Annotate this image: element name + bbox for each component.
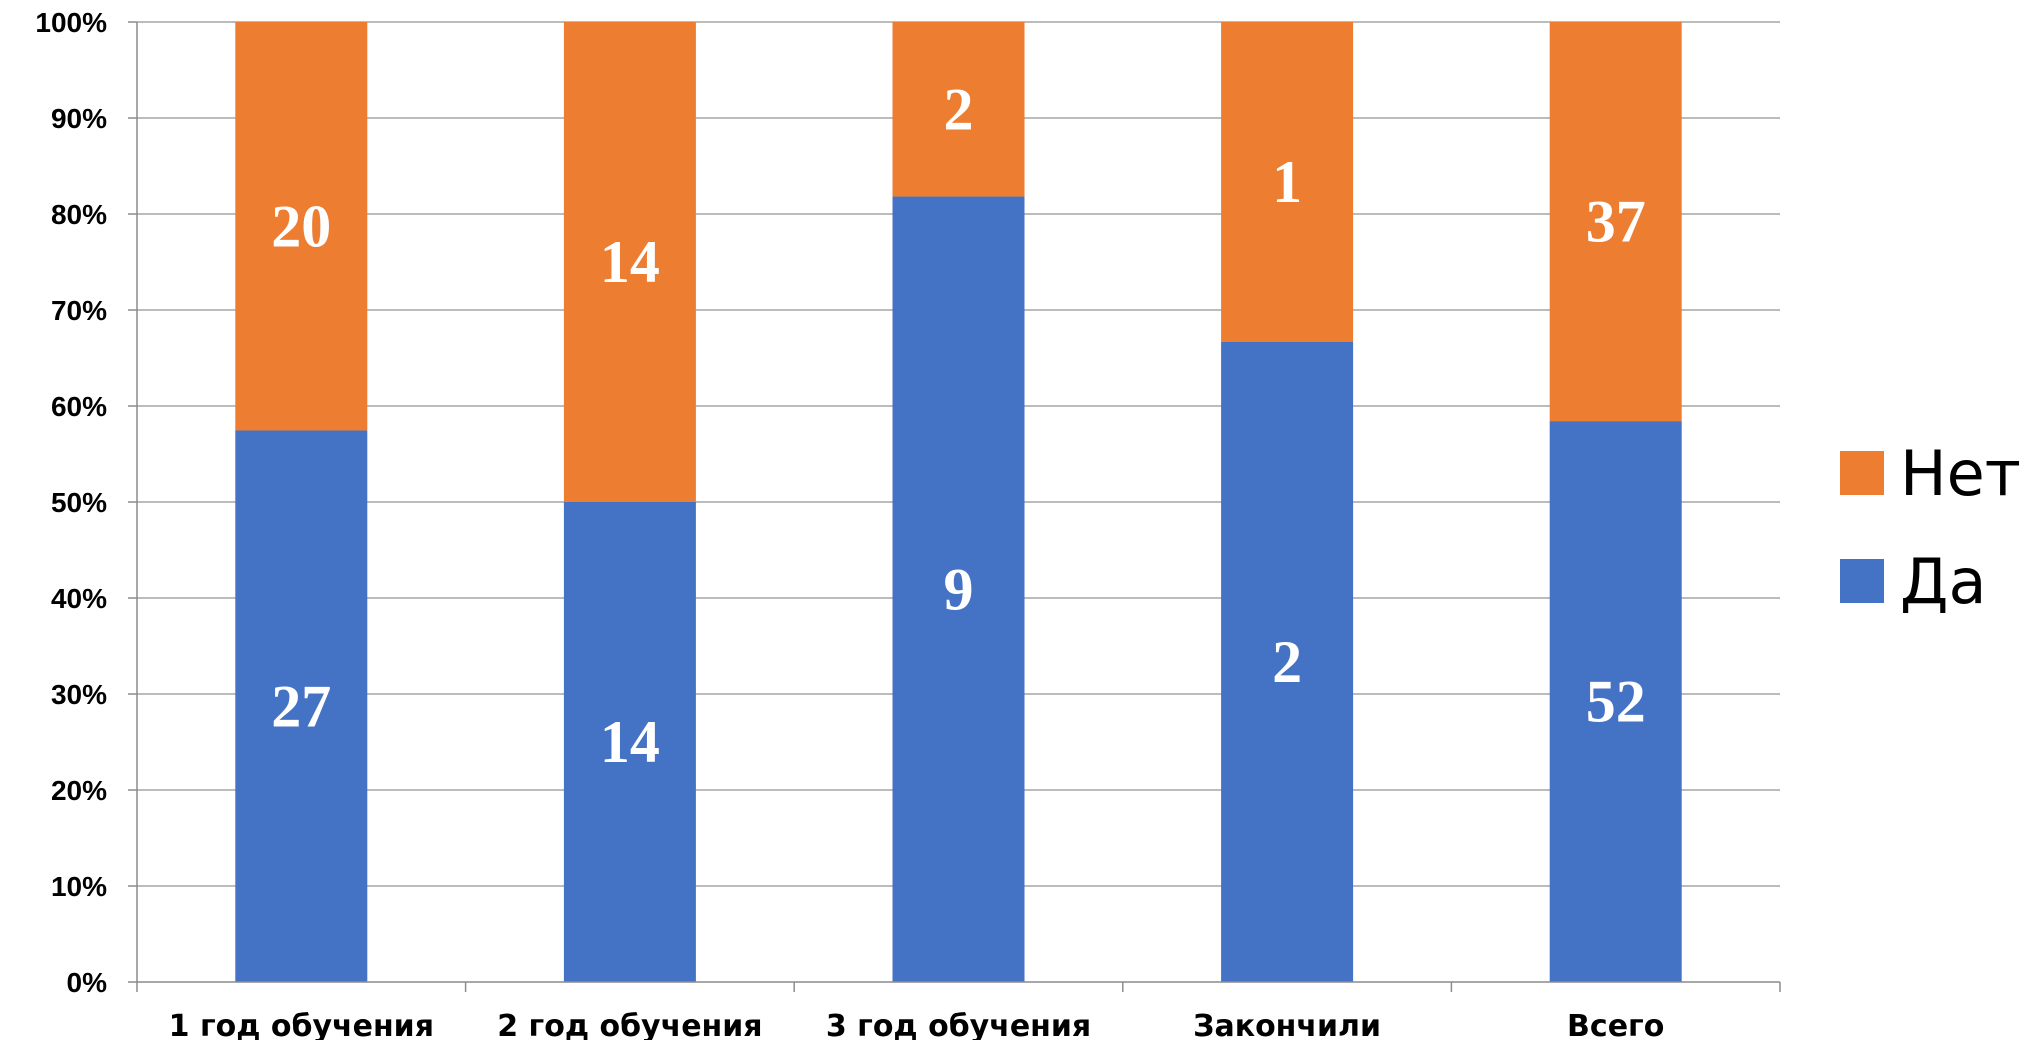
x-tick-label: Закончили <box>1193 1009 1381 1040</box>
data-label: 14 <box>600 709 660 775</box>
bars <box>235 22 1682 983</box>
x-tick-label: 2 год обучения <box>497 1009 762 1040</box>
legend-swatch <box>1840 559 1884 603</box>
data-label: 52 <box>1586 669 1646 735</box>
bar-segment <box>563 22 696 502</box>
legend-swatch <box>1840 451 1884 495</box>
x-tick-label: Всего <box>1567 1009 1664 1040</box>
axes: 0% 10% 20% 30% 40% 50% 60% 70% 80% 90% 100% 1 год о… <box>35 7 1781 1040</box>
data-label: 2 <box>944 76 974 142</box>
y-tick-label: 30% <box>51 679 107 710</box>
data-label: 1 <box>1272 149 1302 215</box>
y-tick-label: 70% <box>51 295 107 326</box>
data-label: 14 <box>600 229 660 295</box>
legend: Нет Да <box>1840 437 2021 618</box>
y-tick-label: 20% <box>51 775 107 806</box>
y-tick-label: 90% <box>51 103 107 134</box>
y-tick-label: 80% <box>51 199 107 230</box>
x-tick-label: 3 год обучения <box>826 1009 1091 1040</box>
bar-segment <box>1221 22 1354 342</box>
y-tick-label: 60% <box>51 391 107 422</box>
data-label: 2 <box>1272 629 1302 695</box>
bar-segment <box>1549 421 1682 982</box>
data-label: 37 <box>1586 189 1646 255</box>
data-labels: 27 20 14 14 9 2 2 1 52 37 <box>271 76 1645 775</box>
bar-segment <box>235 430 368 983</box>
y-tick-label: 10% <box>51 871 107 902</box>
bar-segment <box>892 196 1025 982</box>
bar-segment <box>892 22 1025 197</box>
y-tick-label: 0% <box>67 967 108 998</box>
data-label: 20 <box>271 193 331 259</box>
legend-label: Нет <box>1900 437 2021 510</box>
bar-segment <box>1221 342 1354 982</box>
y-tick-label: 100% <box>35 7 107 38</box>
bar-segment <box>1549 22 1682 422</box>
x-tick-label: 1 год обучения <box>169 1009 434 1040</box>
bar-segment <box>563 502 696 982</box>
legend-label: Да <box>1900 545 1986 618</box>
y-tick-label: 50% <box>51 487 107 518</box>
bar-segment <box>235 22 368 431</box>
data-label: 27 <box>271 673 331 739</box>
y-tick-label: 40% <box>51 583 107 614</box>
data-label: 9 <box>944 556 974 622</box>
